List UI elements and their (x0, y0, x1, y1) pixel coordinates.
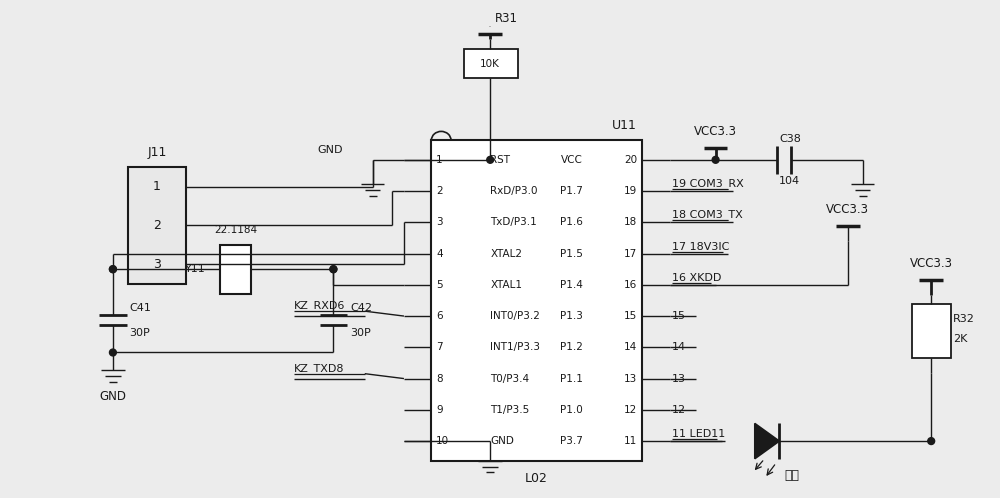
Circle shape (928, 438, 935, 445)
Circle shape (712, 156, 719, 163)
Text: 19: 19 (624, 186, 637, 196)
Text: 16: 16 (624, 280, 637, 290)
Text: P3.7: P3.7 (560, 436, 583, 446)
Circle shape (330, 266, 337, 272)
Polygon shape (755, 423, 779, 459)
Text: 2K: 2K (953, 334, 967, 344)
Bar (464, 49, 518, 79)
Text: 15: 15 (624, 311, 637, 321)
Text: GND: GND (318, 145, 343, 155)
Text: 13: 13 (624, 374, 637, 383)
Text: KZ_RXD6: KZ_RXD6 (294, 300, 346, 311)
Text: INT1/P3.3: INT1/P3.3 (490, 342, 540, 352)
Bar (431, 140, 642, 461)
Text: 18: 18 (624, 217, 637, 227)
Text: VCC: VCC (489, 25, 492, 26)
Text: P1.6: P1.6 (560, 217, 583, 227)
Text: T1/P3.5: T1/P3.5 (490, 405, 530, 415)
Text: Y11: Y11 (185, 264, 206, 274)
Text: VCC: VCC (561, 155, 583, 165)
Text: VCC3.3: VCC3.3 (694, 125, 737, 138)
Text: 5: 5 (436, 280, 443, 290)
Text: 4: 4 (436, 249, 443, 258)
Text: J11: J11 (147, 146, 167, 159)
Text: 16 XKDD: 16 XKDD (672, 273, 721, 283)
Text: 13: 13 (672, 374, 686, 383)
Text: R31: R31 (495, 11, 518, 24)
Text: 10: 10 (436, 436, 449, 446)
Text: 7: 7 (436, 342, 443, 352)
Circle shape (487, 156, 494, 163)
Text: INT0/P3.2: INT0/P3.2 (490, 311, 540, 321)
Text: 8: 8 (436, 374, 443, 383)
Bar (128, 167, 186, 284)
Bar (912, 304, 951, 359)
Bar (220, 245, 251, 294)
Text: 1: 1 (153, 180, 161, 193)
Text: XTAL1: XTAL1 (490, 280, 522, 290)
Text: C41: C41 (130, 303, 151, 313)
Text: P1.3: P1.3 (560, 311, 583, 321)
Text: P1.5: P1.5 (560, 249, 583, 258)
Text: 2: 2 (436, 186, 443, 196)
Text: GND: GND (490, 436, 514, 446)
Text: KZ_TXD8: KZ_TXD8 (294, 363, 345, 374)
Text: 20: 20 (624, 155, 637, 165)
Text: R32: R32 (953, 314, 975, 324)
Text: 12: 12 (624, 405, 637, 415)
Circle shape (109, 349, 116, 356)
Text: P1.4: P1.4 (560, 280, 583, 290)
Text: L02: L02 (525, 473, 548, 486)
Text: 30P: 30P (350, 328, 371, 338)
Text: 9: 9 (436, 405, 443, 415)
Text: P1.0: P1.0 (560, 405, 583, 415)
Text: RST: RST (490, 155, 510, 165)
Text: P1.7: P1.7 (560, 186, 583, 196)
Text: 104: 104 (779, 175, 800, 185)
Text: C42: C42 (350, 303, 372, 313)
Text: C38: C38 (779, 134, 801, 144)
Text: 17 18V3IC: 17 18V3IC (672, 242, 729, 251)
Text: 17: 17 (624, 249, 637, 258)
Text: 2: 2 (153, 219, 161, 232)
Text: 15: 15 (672, 311, 686, 321)
Text: 30P: 30P (130, 328, 150, 338)
Circle shape (109, 266, 116, 272)
Text: T0/P3.4: T0/P3.4 (490, 374, 530, 383)
Text: 10K: 10K (480, 59, 500, 69)
Text: 19 COM3_RX: 19 COM3_RX (672, 178, 743, 189)
Text: VCC3.3: VCC3.3 (910, 257, 953, 270)
Text: 3: 3 (436, 217, 443, 227)
Circle shape (330, 266, 337, 272)
Text: 11: 11 (624, 436, 637, 446)
Text: 1: 1 (436, 155, 443, 165)
Text: TxD/P3.1: TxD/P3.1 (490, 217, 537, 227)
Text: RxD/P3.0: RxD/P3.0 (490, 186, 538, 196)
Text: XTAL2: XTAL2 (490, 249, 522, 258)
Text: U11: U11 (612, 120, 637, 132)
Text: 6: 6 (436, 311, 443, 321)
Text: 3: 3 (153, 258, 161, 271)
Text: 指示: 指示 (784, 469, 799, 482)
Circle shape (109, 266, 116, 272)
Text: 14: 14 (624, 342, 637, 352)
Text: 22.1184: 22.1184 (214, 225, 257, 235)
Text: P1.2: P1.2 (560, 342, 583, 352)
Text: 11 LED11: 11 LED11 (672, 429, 725, 439)
Text: VCC3.3: VCC3.3 (826, 203, 869, 216)
Text: 18 COM3_TX: 18 COM3_TX (672, 210, 742, 220)
Text: GND: GND (99, 390, 126, 403)
Text: P1.1: P1.1 (560, 374, 583, 383)
Text: 12: 12 (672, 405, 686, 415)
Text: 14: 14 (672, 342, 686, 352)
